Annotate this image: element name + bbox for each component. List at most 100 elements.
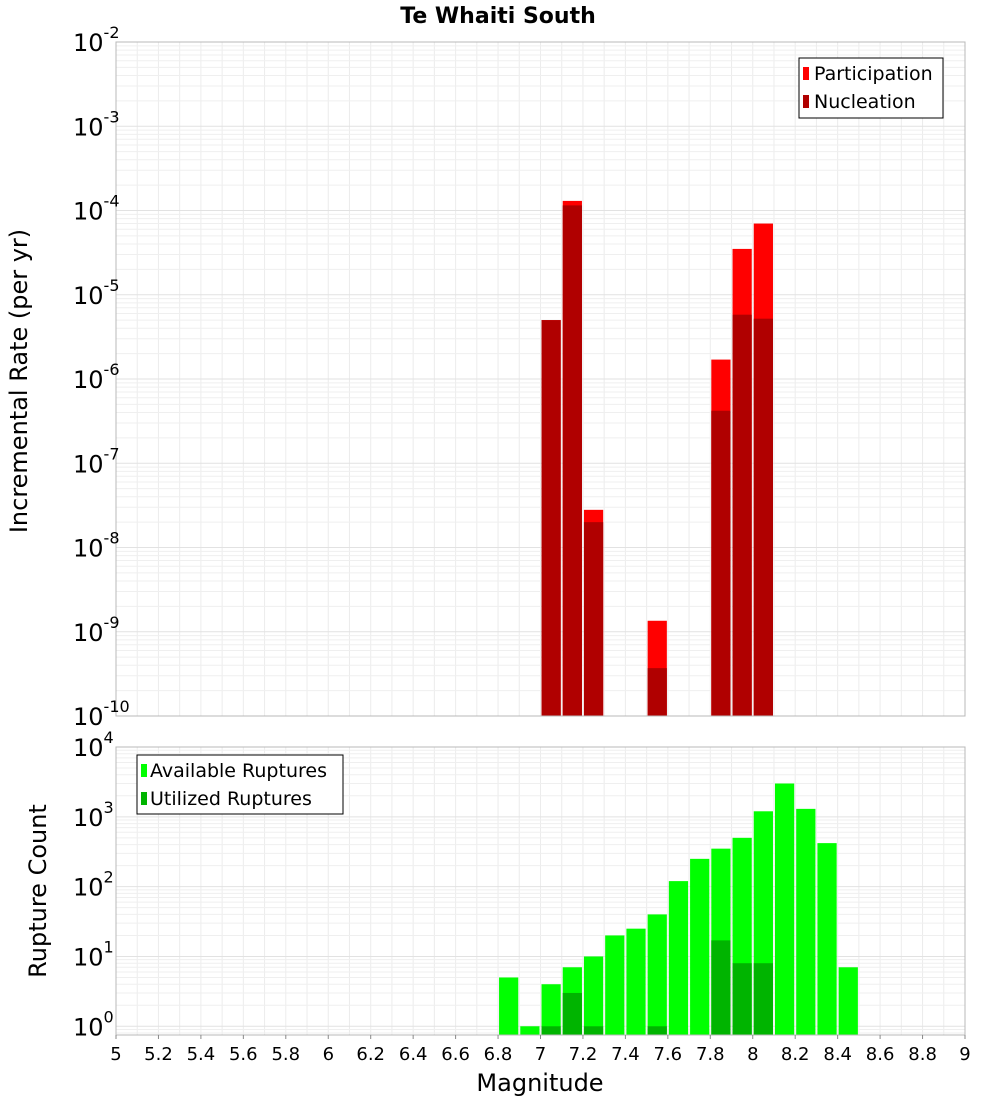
x-tick-label: 7.6 [653, 1044, 682, 1065]
rate-bar-s2-1 [562, 205, 582, 716]
legend-swatch-participation [803, 67, 809, 80]
y-tick-base: 10 [73, 619, 104, 647]
rupture-bar-s2-3 [647, 1026, 667, 1035]
y-tick-exponent: -2 [104, 23, 120, 42]
y-tick-exponent: -5 [104, 276, 120, 295]
y-tick-label: 101 [73, 938, 114, 972]
rupture-bar-s1-4 [583, 956, 604, 1035]
x-tick-label: 8.4 [823, 1044, 852, 1065]
y-tick-label: 10-8 [73, 529, 120, 563]
x-tick-label: 7 [535, 1044, 546, 1065]
rupture-bar-s2-4 [711, 940, 731, 1035]
y-tick-base: 10 [73, 198, 104, 226]
y-tick-base: 10 [73, 703, 104, 731]
x-axis-label: Magnitude [476, 1069, 603, 1097]
y-tick-label: 10-7 [73, 444, 120, 478]
y-tick-exponent: 0 [104, 1007, 114, 1026]
y-tick-base: 10 [73, 734, 104, 762]
x-tick-label: 6.2 [356, 1044, 385, 1065]
y-tick-exponent: -10 [104, 697, 130, 716]
rate-plot-y-axis-label: Incremental Rate (per yr) [5, 229, 33, 533]
y-tick-label: 10-9 [73, 613, 120, 647]
x-tick-label: 6.6 [441, 1044, 470, 1065]
y-tick-label: 103 [73, 798, 114, 832]
x-tick-label: 7.8 [696, 1044, 725, 1065]
rupture-bar-s1-15 [817, 843, 837, 1035]
rate-plot-y-tick-labels: 10-210-310-410-510-610-710-810-910-10 [73, 23, 130, 731]
y-tick-exponent: -4 [104, 192, 120, 211]
x-tick-label: 9 [959, 1044, 970, 1065]
rate-bar-s2-3 [647, 668, 667, 716]
rate-plot: 10-210-310-410-510-610-710-810-910-10 In… [5, 23, 966, 731]
rupture-bar-s2-2 [583, 1026, 604, 1035]
y-tick-label: 10-3 [73, 107, 120, 141]
rupture-bar-s1-8 [668, 881, 689, 1035]
rate-bar-s2-6 [753, 318, 773, 716]
rupture-bar-s2-1 [562, 992, 582, 1035]
rate-plot-grid [115, 42, 966, 717]
y-tick-exponent: -7 [104, 444, 120, 463]
x-tick-label: 8.6 [866, 1044, 895, 1065]
rate-bar-s2-2 [583, 522, 604, 716]
rupture-bar-s1-6 [626, 928, 646, 1035]
y-tick-exponent: 2 [104, 868, 114, 887]
rupture-bar-s1-5 [605, 935, 625, 1035]
y-tick-exponent: 3 [104, 798, 114, 817]
y-tick-label: 10-5 [73, 276, 120, 310]
rupture-bar-s2-6 [753, 963, 773, 1035]
rupture-bar-s1-7 [647, 914, 667, 1035]
y-tick-base: 10 [73, 1013, 104, 1041]
y-tick-base: 10 [73, 282, 104, 310]
x-tick-label: 8 [747, 1044, 758, 1065]
y-tick-label: 10-6 [73, 360, 120, 394]
rupture-bar-s2-5 [732, 963, 752, 1035]
y-tick-label: 10-4 [73, 192, 120, 226]
x-tick-label: 5.2 [144, 1044, 173, 1065]
chart-title: Te Whaiti South [400, 4, 596, 29]
y-tick-exponent: -6 [104, 360, 120, 379]
y-tick-exponent: -3 [104, 107, 120, 126]
magnitude-x-tick-labels: 5 5.2 5.4 5.6 5.8 6 6.2 6.4 6.6 6.8 7 7.2 7.4 7.6 7.8 8… [110, 1035, 971, 1065]
legend-frame [136, 754, 344, 815]
rupture-bar-s1-16 [838, 967, 858, 1035]
y-tick-base: 10 [73, 113, 104, 141]
rupture-bar-s1-1 [520, 1026, 540, 1035]
rupture-bar-s1-13 [774, 783, 795, 1035]
legend-label-utilized: Utilized Ruptures [150, 788, 312, 810]
rupture-bar-s1-14 [796, 808, 816, 1035]
legend-swatch-available [141, 764, 147, 777]
y-tick-label: 10-2 [73, 23, 120, 57]
x-tick-label: 7.4 [611, 1044, 640, 1065]
rupture-plot-legend: Available Ruptures Utilized Ruptures [136, 754, 344, 815]
legend-label-participation: Participation [814, 63, 933, 85]
x-tick-label: 6.8 [484, 1044, 513, 1065]
y-tick-exponent: 4 [104, 728, 114, 747]
rupture-plot-bars [499, 783, 858, 1035]
rupture-bar-s1-9 [690, 858, 710, 1035]
rate-plot-legend: Participation Nucleation [798, 57, 944, 119]
legend-swatch-nucleation [803, 95, 809, 108]
y-tick-base: 10 [73, 874, 104, 902]
x-tick-label: 5 [110, 1044, 121, 1065]
y-tick-label: 100 [73, 1007, 114, 1041]
y-tick-exponent: -9 [104, 613, 120, 632]
rupture-plot-y-axis-label: Rupture Count [24, 804, 52, 978]
x-tick-label: 8.2 [781, 1044, 810, 1065]
y-tick-base: 10 [73, 366, 104, 394]
rate-plot-frame [115, 41, 966, 717]
rupture-bar-s1-0 [499, 977, 519, 1035]
legend-frame [798, 57, 944, 119]
y-tick-label: 102 [73, 868, 114, 902]
x-tick-label: 5.8 [271, 1044, 300, 1065]
x-tick-label: 6 [323, 1044, 334, 1065]
y-tick-base: 10 [73, 450, 104, 478]
rate-bar-s2-0 [541, 320, 561, 716]
rate-bar-s2-4 [711, 410, 731, 716]
y-tick-exponent: -8 [104, 529, 120, 548]
y-tick-base: 10 [73, 29, 104, 57]
rate-plot-bars [541, 200, 773, 717]
x-tick-label: 8.8 [908, 1044, 937, 1065]
legend-label-nucleation: Nucleation [814, 91, 916, 113]
